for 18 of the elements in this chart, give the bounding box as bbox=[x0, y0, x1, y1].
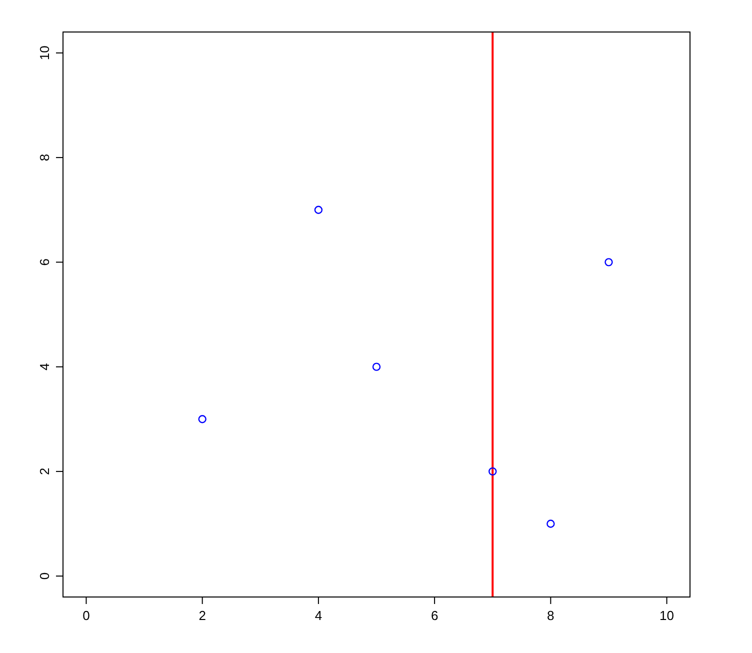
point bbox=[604, 258, 613, 266]
x-tick-label: 6 bbox=[430, 608, 438, 623]
y-tick-label: 2 bbox=[37, 468, 52, 476]
point bbox=[372, 362, 381, 371]
x-tick-label: 4 bbox=[314, 608, 322, 623]
x-tick-label: 0 bbox=[82, 608, 90, 623]
point bbox=[488, 467, 497, 476]
y-tick-label: 0 bbox=[37, 572, 52, 580]
x-tick-label: 2 bbox=[198, 608, 206, 623]
x-tick-label: 10 bbox=[660, 608, 674, 623]
x-tick-label: 8 bbox=[547, 608, 554, 623]
y-tick-label: 4 bbox=[37, 363, 52, 370]
y-tick-label: 6 bbox=[37, 258, 52, 266]
y-tick-label: 10 bbox=[37, 46, 52, 60]
y-tick-label: 8 bbox=[37, 154, 52, 162]
point bbox=[546, 520, 555, 528]
point bbox=[198, 415, 206, 424]
point bbox=[314, 206, 323, 214]
